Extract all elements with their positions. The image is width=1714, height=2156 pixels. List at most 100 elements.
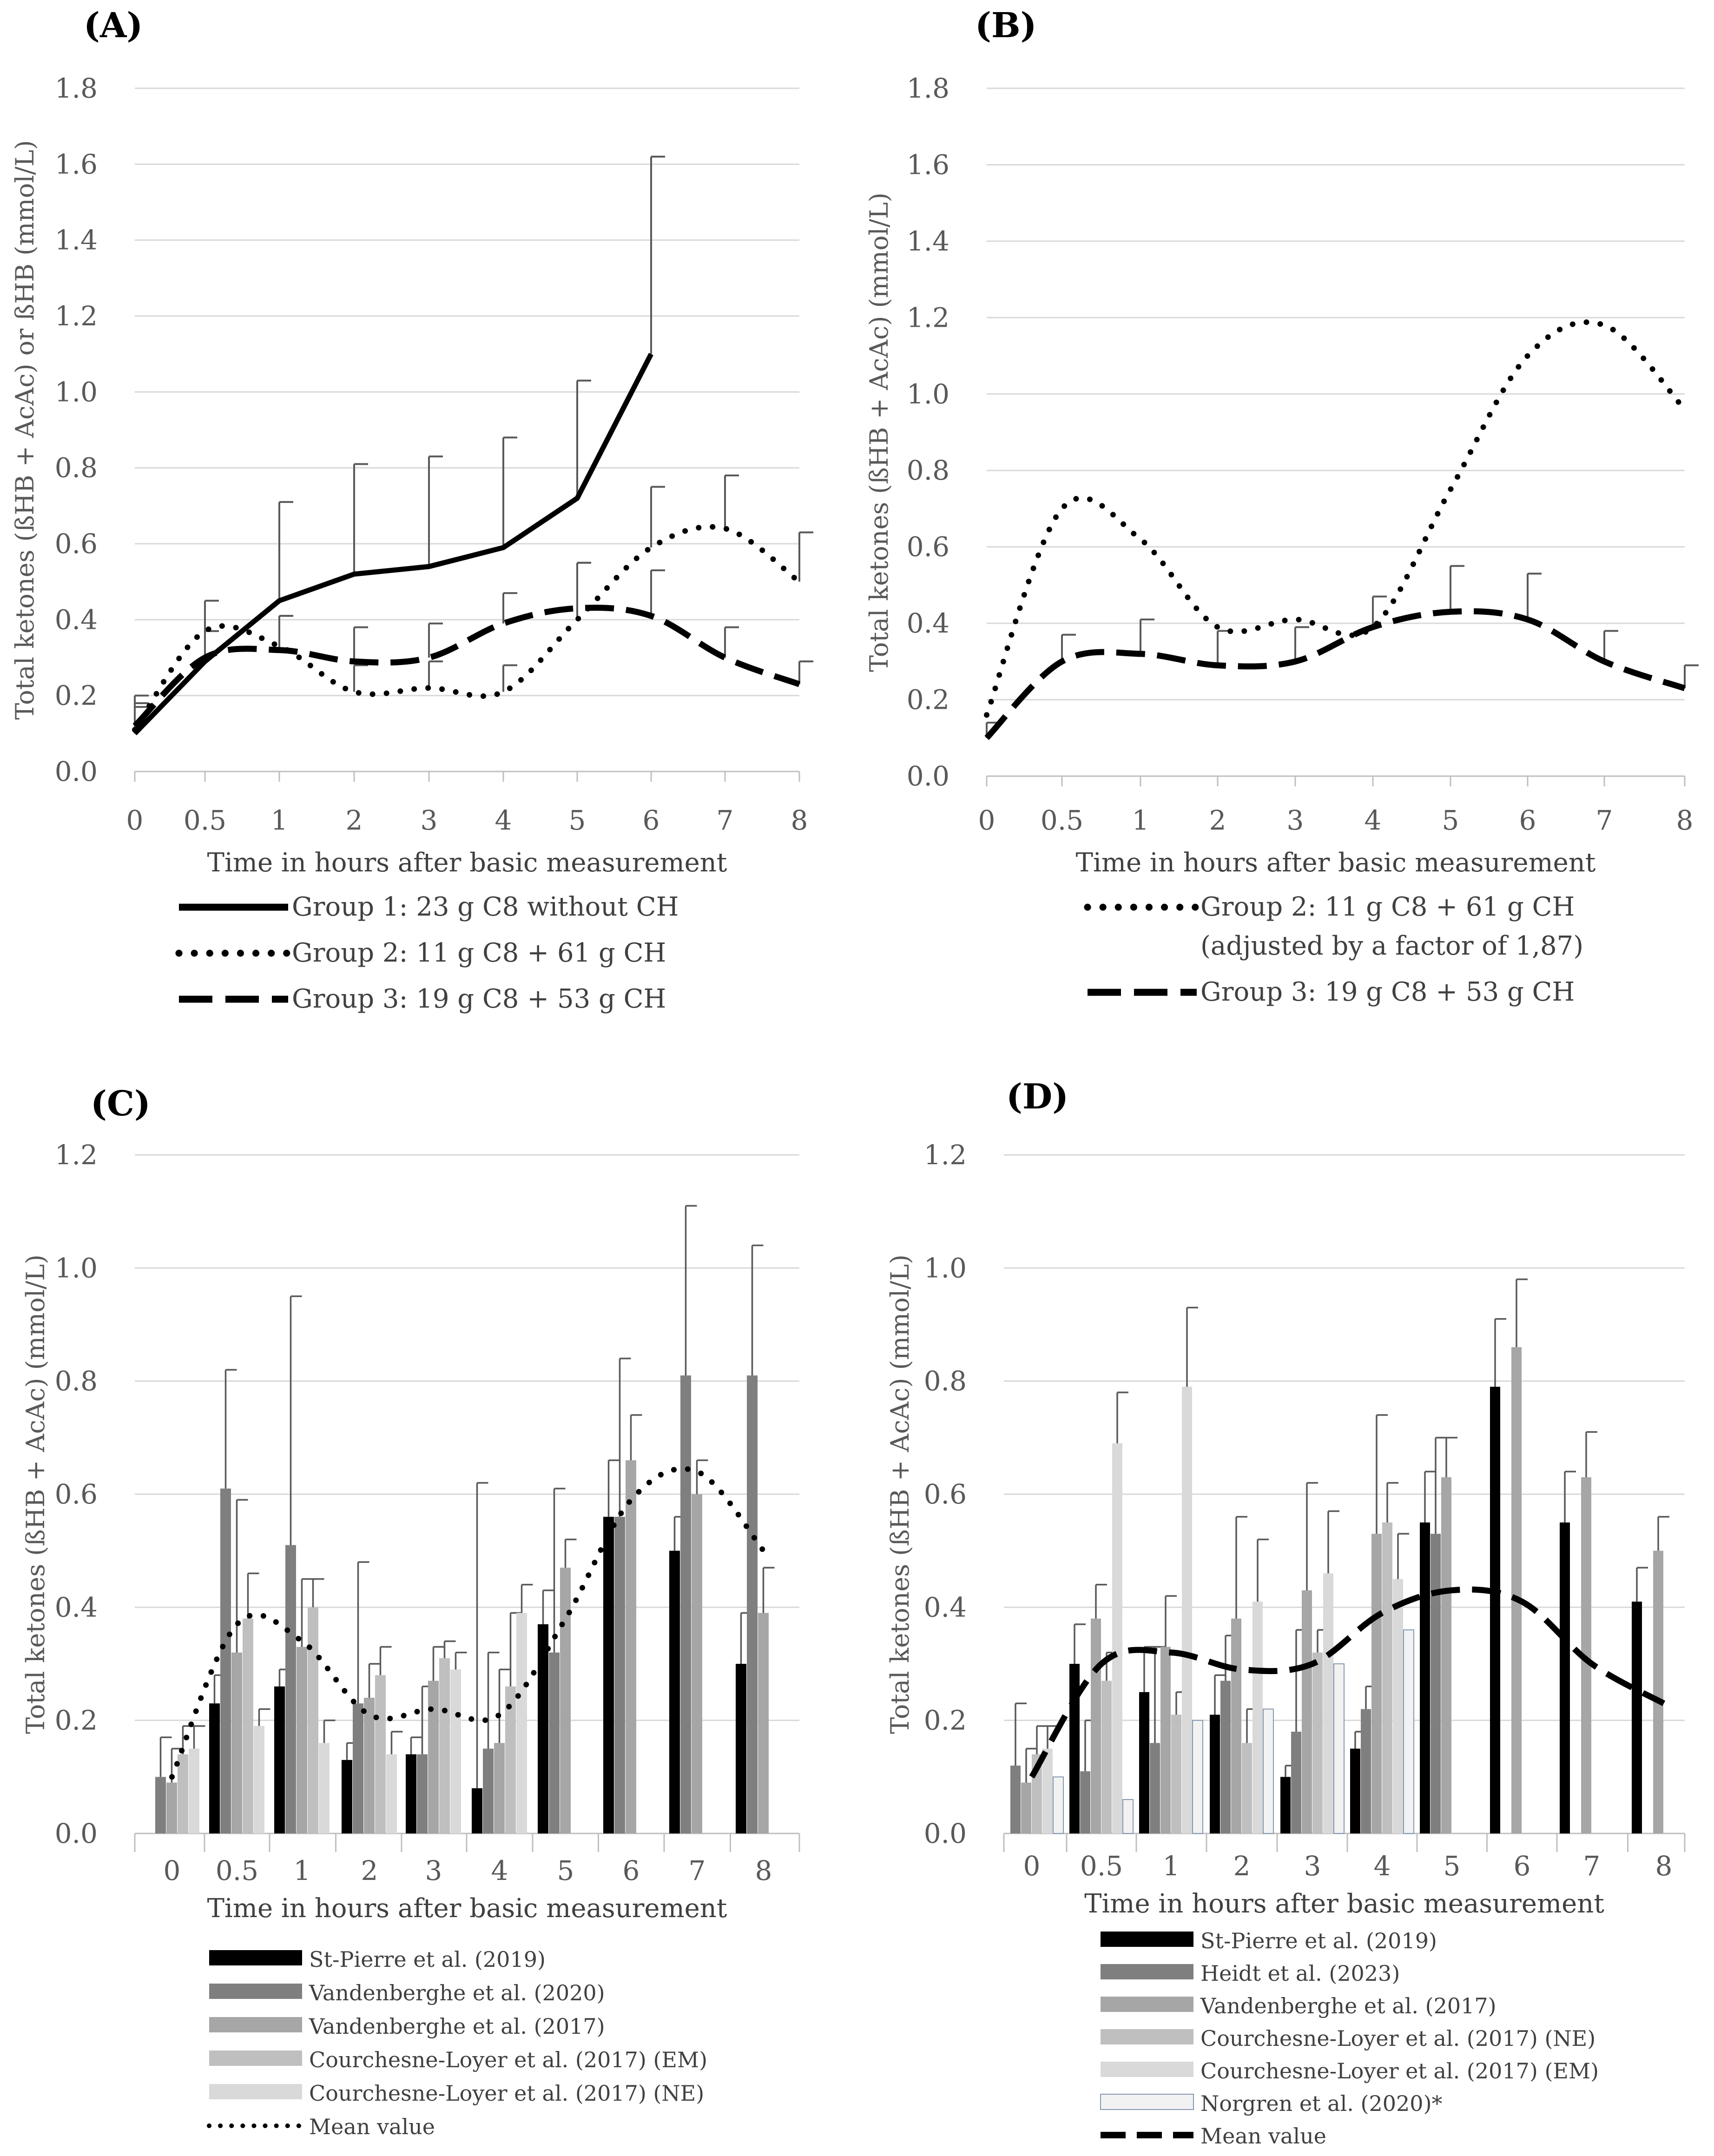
bar (1581, 1477, 1591, 1833)
bar (1150, 1743, 1160, 1833)
bar (747, 1375, 758, 1833)
bar (297, 1647, 307, 1833)
bar (1069, 1664, 1080, 1833)
bar (1263, 1708, 1274, 1834)
bar (1371, 1534, 1382, 1833)
bar (549, 1652, 560, 1833)
bar (1042, 1748, 1053, 1833)
bar (274, 1686, 285, 1833)
y-tick-label: 0.0 (55, 1818, 98, 1849)
bar (1192, 1720, 1203, 1834)
legend-label: Courchesne-Loyer et al. (2017) (NE) (1200, 2026, 1595, 2051)
panel-3: (D) 0.0 0.2 0.4 0.6 0.8 1.0 1.2 0 0.5 1 2 3 4 5 6 7 8 Tota… (885, 1077, 1686, 2149)
bar (1220, 1681, 1231, 1833)
legend-swatch (1101, 2062, 1193, 2077)
bar (1253, 1602, 1263, 1833)
y-tick-label: 1.8 (907, 73, 949, 104)
x-tick-label: 3 (421, 804, 438, 836)
x-tick-label: 4 (491, 1855, 508, 1886)
bar (1403, 1629, 1414, 1834)
x-tick-label: 2 (361, 1855, 378, 1886)
x-tick-label: 4 (1365, 804, 1382, 836)
bar (285, 1545, 296, 1833)
bar (1053, 1776, 1064, 1834)
bar (1182, 1386, 1192, 1833)
bar (1112, 1443, 1122, 1833)
legend-label: Vandenberghe et al. (2017) (309, 2014, 605, 2039)
y-tick-label: 1.2 (907, 302, 949, 333)
panel-label: (C) (91, 1084, 151, 1124)
bar (1431, 1534, 1441, 1833)
bar (308, 1607, 318, 1833)
y-tick-label: 1.6 (907, 149, 949, 180)
x-tick-label: 2 (1233, 1850, 1251, 1882)
legend-label: Norgren et al. (2020)* (1200, 2091, 1443, 2116)
bar (1280, 1777, 1291, 1833)
x-tick-label: 1 (1132, 804, 1149, 836)
bar (1231, 1618, 1241, 1833)
mean-line (169, 1466, 766, 1780)
y-tick-label: 1.4 (907, 225, 949, 257)
y-tick-label: 0.6 (907, 531, 949, 563)
legend-label: Mean value (1200, 2123, 1326, 2149)
x-tick-label: 1 (294, 1855, 311, 1886)
legend-label: Courchesne-Loyer et al. (2017) (NE) (309, 2081, 704, 2106)
x-tick-label: 6 (643, 804, 660, 836)
series-line (132, 605, 801, 728)
x-tick-label: 1 (1163, 1850, 1180, 1882)
bar (1080, 1771, 1090, 1833)
bar (758, 1613, 769, 1833)
y-tick-label: 1.2 (55, 1139, 98, 1171)
bar (1490, 1386, 1500, 1833)
bar (603, 1516, 614, 1833)
bar (1361, 1709, 1371, 1833)
y-tick-label: 0.8 (55, 452, 98, 484)
legend-label: Courchesne-Loyer et al. (2017) (EM) (1200, 2058, 1599, 2083)
bar (417, 1754, 428, 1833)
y-tick-label: 0.2 (907, 684, 949, 716)
bar (1010, 1766, 1021, 1833)
x-tick-label: 4 (495, 804, 512, 836)
bar (189, 1748, 199, 1833)
y-tick-label: 0.4 (924, 1591, 967, 1623)
y-axis-title: Total ketones (ßHB + AcAc) (mmol/L) (885, 1254, 915, 1734)
bar (560, 1568, 571, 1833)
y-axis-title: Total ketones (ßHB + AcAc) (mmol/L) (21, 1254, 50, 1734)
bar (254, 1726, 264, 1833)
legend-swatch (1101, 2029, 1193, 2044)
x-tick-label: 8 (755, 1855, 772, 1886)
bar (231, 1652, 242, 1833)
series-line (984, 608, 1686, 740)
bar (494, 1743, 505, 1833)
bar (155, 1777, 166, 1833)
x-tick-label: 8 (1676, 804, 1694, 836)
panel-label: (D) (1006, 1077, 1068, 1117)
legend-swatch (209, 2017, 302, 2032)
bar (1333, 1663, 1345, 1834)
x-tick-label: 0.5 (216, 1855, 258, 1886)
bar (1302, 1590, 1312, 1833)
bar (342, 1760, 352, 1833)
bar (614, 1516, 625, 1833)
bar (166, 1782, 177, 1833)
legend-label: Group 3: 19 g C8 + 53 g CH (292, 984, 666, 1014)
x-tick-label: 5 (1442, 804, 1459, 836)
bar (538, 1624, 548, 1833)
legend-swatch (209, 2084, 302, 2099)
bar (375, 1675, 386, 1833)
legend-label: Vandenberghe et al. (2020) (309, 1980, 605, 2005)
y-tick-label: 0.2 (55, 1705, 98, 1736)
legend-label: Courchesne-Loyer et al. (2017) (EM) (309, 2047, 707, 2072)
series-line (133, 353, 653, 736)
bar (483, 1748, 494, 1833)
x-tick-label: 5 (1444, 1850, 1461, 1882)
x-tick-label: 0.5 (184, 804, 226, 836)
legend-swatch (209, 2051, 302, 2066)
x-tick-label: 6 (623, 1855, 640, 1886)
y-tick-label: 1.8 (55, 73, 98, 104)
bar (439, 1658, 450, 1833)
panel-1: (B) 0.0 0.2 0.4 0.6 0.8 1.0 1.2 1.4 1.6 1.8 0 0.5 1 2 3… (864, 6, 1699, 1007)
bar (220, 1488, 231, 1833)
bar (364, 1698, 375, 1833)
